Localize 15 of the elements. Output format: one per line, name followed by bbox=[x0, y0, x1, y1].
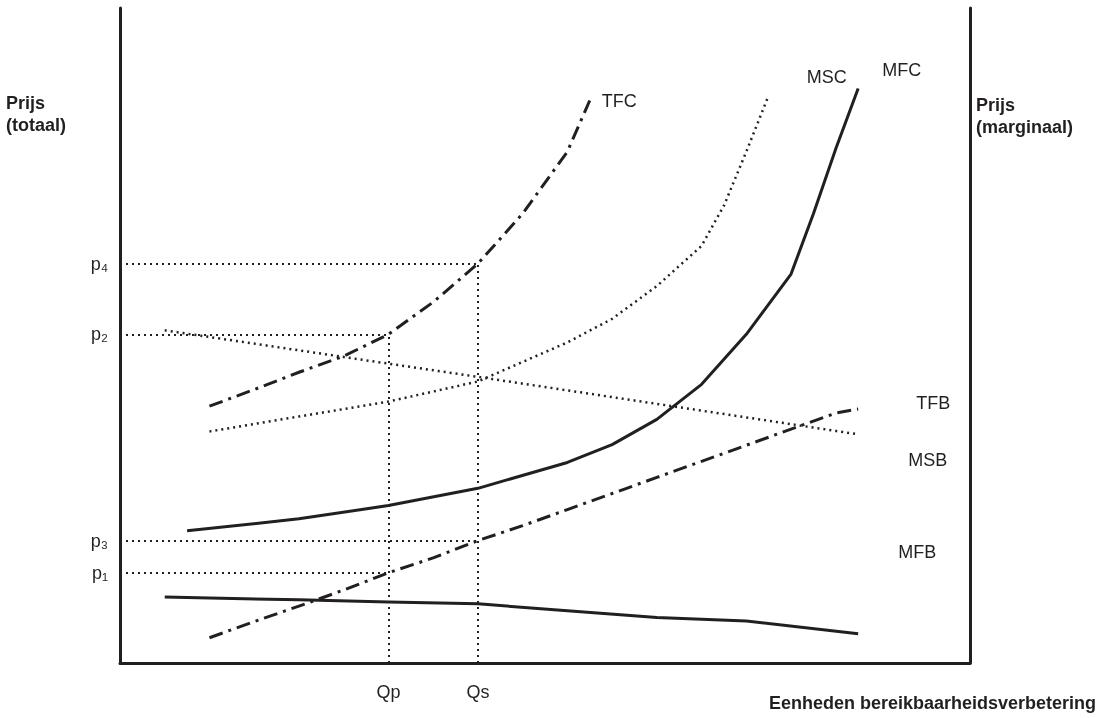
text: MFB bbox=[898, 541, 937, 562]
x-tick-label: Qs bbox=[466, 682, 490, 702]
y-axis-title: Prijs (totaal) bbox=[6, 93, 66, 135]
series-label: TFC bbox=[601, 90, 637, 111]
text: MSB bbox=[908, 450, 948, 471]
ref-line-label: p₄ bbox=[90, 253, 108, 274]
series-label: MFC bbox=[882, 60, 922, 81]
ref-line-label: p₁ bbox=[91, 562, 108, 583]
ref-line-label: p₃ bbox=[90, 530, 108, 551]
x-axis-title: Eenheden bereikbaarheidsverbetering bbox=[768, 693, 1096, 713]
ref-line-label: p₂ bbox=[91, 324, 109, 345]
text: TFB bbox=[916, 393, 951, 414]
text: MSC bbox=[806, 67, 847, 88]
y2-axis-title: Prijs (marginaal) bbox=[976, 95, 1074, 137]
x-tick-label: Qp bbox=[376, 682, 401, 702]
